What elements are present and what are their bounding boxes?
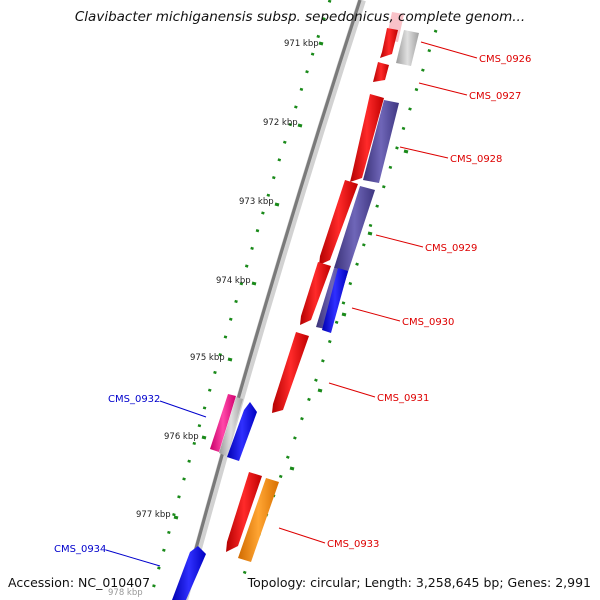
kbp-ticks — [173, 41, 324, 520]
kbp-label: 971 kbp — [284, 39, 319, 49]
kbp-label: 975 kbp — [190, 353, 225, 363]
topology-text: Topology: circular; Length: 3,258,645 bp… — [247, 575, 591, 590]
kbp-label: 976 kbp — [164, 432, 199, 442]
gene-label-cms-0933[interactable]: CMS_0933 — [327, 539, 379, 550]
gene-label-cms-0934[interactable]: CMS_0934 — [54, 544, 106, 555]
backbone-line — [180, 0, 362, 600]
gene-cms-0934 — [172, 546, 206, 600]
gene-gray-0932 — [219, 397, 243, 456]
backbone-shadow — [180, 0, 366, 600]
gene-cms-0933 — [238, 478, 279, 562]
gene-cms-0931 — [272, 332, 309, 413]
accession-text: Accession: NC_010407 — [8, 575, 151, 590]
genes — [172, 12, 419, 600]
dotted-track-right — [236, 29, 438, 591]
gene-cms-0933-red — [226, 472, 262, 552]
gene-purple-0929 — [334, 186, 375, 272]
gene-label-cms-0926[interactable]: CMS_0926 — [479, 54, 531, 65]
gene-label-cms-0927[interactable]: CMS_0927 — [469, 91, 521, 102]
kbp-label: 973 kbp — [239, 197, 274, 207]
kbp-label: 977 kbp — [136, 510, 171, 520]
gene-cms-0927 — [373, 62, 389, 82]
gene-cms-0926 — [380, 28, 398, 58]
gene-label-cms-0930[interactable]: CMS_0930 — [402, 317, 454, 328]
gene-cms-0928 — [350, 94, 384, 182]
gene-gray-top — [396, 30, 419, 66]
map-title: Clavibacter michiganensis subsp. sepedon… — [74, 9, 526, 25]
dotted-track-left — [148, 0, 332, 600]
gene-cms-0929 — [319, 180, 358, 265]
gene-label-cms-0929[interactable]: CMS_0929 — [425, 243, 477, 254]
callouts — [105, 41, 478, 567]
kbp-label: 972 kbp — [263, 118, 298, 128]
gene-blue-0930 — [322, 268, 348, 333]
gene-label-cms-0931[interactable]: CMS_0931 — [377, 393, 429, 404]
gene-blue-0932 — [227, 402, 257, 461]
outer-ticks — [289, 149, 409, 471]
kbp-label: 974 kbp — [216, 276, 251, 286]
gene-cms-0932 — [210, 394, 236, 452]
gene-purple-0928 — [363, 100, 399, 183]
gene-label-cms-0928[interactable]: CMS_0928 — [450, 154, 502, 165]
kbp-label: 978 kbp — [108, 588, 143, 598]
gene-cms-0930 — [300, 262, 331, 325]
gene-label-cms-0932[interactable]: CMS_0932 — [108, 394, 160, 405]
